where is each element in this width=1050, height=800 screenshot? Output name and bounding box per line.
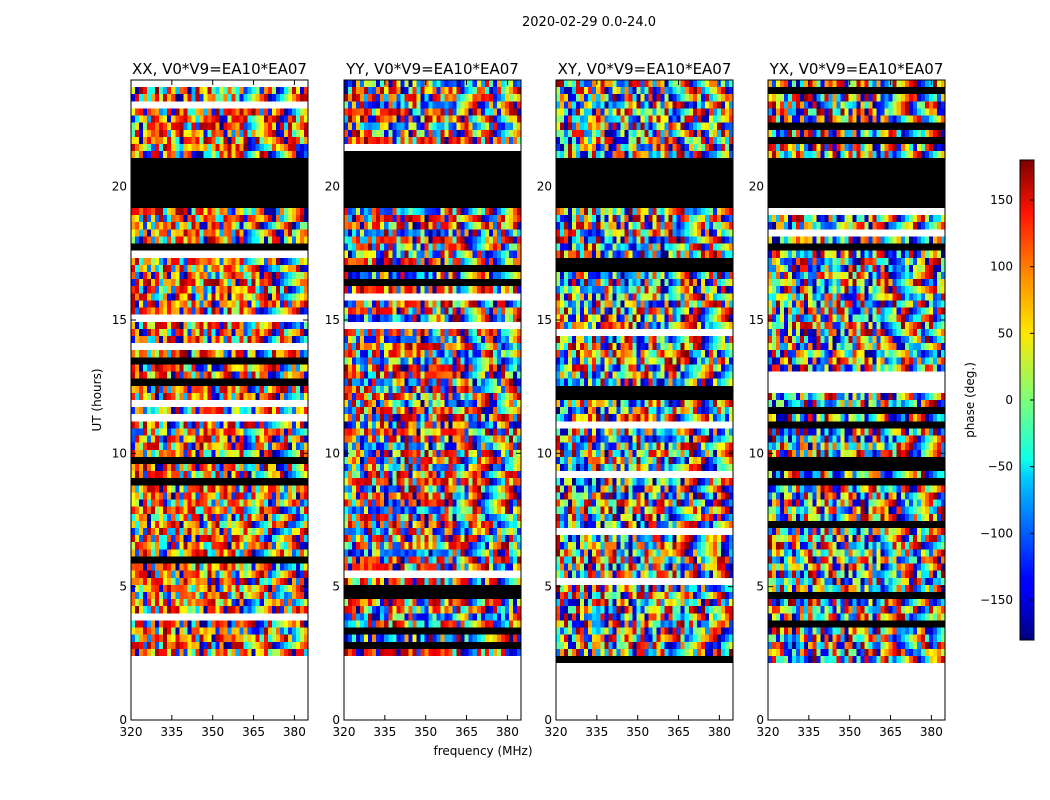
x-tick-label: 380 xyxy=(920,725,943,739)
y-tick-label: 5 xyxy=(756,580,764,594)
y-tick-label: 15 xyxy=(112,313,127,327)
panel-3: XY, V0*V9=EA10*EA07 320 335 350 365 380 0 5 10 15… xyxy=(537,60,734,739)
y-tick-label: 10 xyxy=(112,446,127,460)
panels: XX, V0*V9=EA10*EA07 320 335 350 365 380 0 5 10 15… xyxy=(112,60,946,739)
x-tick-label: 365 xyxy=(455,725,478,739)
y-tick-label: 0 xyxy=(119,713,127,727)
panel-1-heatmap xyxy=(131,80,308,720)
panel-1-title: XX, V0*V9=EA10*EA07 xyxy=(132,60,307,78)
y-tick-label: 10 xyxy=(749,446,764,460)
panel-2-frame xyxy=(343,79,522,721)
colorbar-tick-label: 50 xyxy=(998,326,1013,340)
y-tick-label: 10 xyxy=(537,446,552,460)
panel-4-frame xyxy=(767,79,946,721)
x-tick-label: 335 xyxy=(585,725,608,739)
x-tick-label: 350 xyxy=(201,725,224,739)
y-tick-label: 0 xyxy=(544,713,552,727)
x-tick-label: 320 xyxy=(120,725,143,739)
x-tick-label: 320 xyxy=(757,725,780,739)
panel-1: XX, V0*V9=EA10*EA07 320 335 350 365 380 0 5 10 15… xyxy=(112,60,309,739)
y-tick-label: 20 xyxy=(749,180,764,194)
panel-2-title: YY, V0*V9=EA10*EA07 xyxy=(345,60,519,78)
x-tick-label: 335 xyxy=(373,725,396,739)
y-tick-label: 20 xyxy=(325,180,340,194)
colorbar-tick-label: 0 xyxy=(1005,393,1013,407)
x-tick-label: 350 xyxy=(414,725,437,739)
colorbar-tick-label: 100 xyxy=(990,260,1013,274)
x-tick-label: 320 xyxy=(545,725,568,739)
x-axis-label: frequency (MHz) xyxy=(433,744,532,758)
x-tick-label: 380 xyxy=(496,725,519,739)
colorbar-label: phase (deg.) xyxy=(963,362,977,438)
x-tick-label: 335 xyxy=(160,725,183,739)
y-tick-label: 15 xyxy=(537,313,552,327)
y-tick-label: 15 xyxy=(749,313,764,327)
y-tick-label: 5 xyxy=(544,580,552,594)
colorbar-tick-label: −150 xyxy=(980,593,1013,607)
x-tick-label: 320 xyxy=(333,725,356,739)
figure-suptitle: 2020-02-29 0.0-24.0 xyxy=(522,15,656,30)
y-tick-label: 20 xyxy=(112,180,127,194)
panel-1-frame xyxy=(130,79,309,721)
panel-4: YX, V0*V9=EA10*EA07 320 335 350 365 380 0 5 10 15… xyxy=(749,60,946,739)
panel-2: YY, V0*V9=EA10*EA07 320 335 350 365 380 0 5 10 15… xyxy=(325,60,522,739)
colorbar-ticks: 150 100 50 0 −50 −100 −150 xyxy=(980,193,1034,607)
x-tick-label: 365 xyxy=(667,725,690,739)
y-tick-label: 5 xyxy=(119,580,127,594)
x-tick-label: 380 xyxy=(708,725,731,739)
panel-4-heatmap xyxy=(768,80,945,720)
x-tick-label: 365 xyxy=(879,725,902,739)
y-tick-label: 10 xyxy=(325,446,340,460)
y-tick-label: 5 xyxy=(332,580,340,594)
y-tick-label: 0 xyxy=(332,713,340,727)
y-tick-label: 0 xyxy=(756,713,764,727)
panel-3-heatmap xyxy=(556,80,733,720)
colorbar-tick-label: 150 xyxy=(990,193,1013,207)
panel-4-title: YX, V0*V9=EA10*EA07 xyxy=(769,60,944,78)
y-tick-label: 15 xyxy=(325,313,340,327)
x-tick-label: 380 xyxy=(283,725,306,739)
panel-3-title: XY, V0*V9=EA10*EA07 xyxy=(558,60,732,78)
colorbar-tick-label: −100 xyxy=(980,526,1013,540)
x-tick-label: 350 xyxy=(626,725,649,739)
x-tick-label: 350 xyxy=(838,725,861,739)
colorbar: 150 100 50 0 −50 −100 −150 phase (deg.) xyxy=(963,159,1035,641)
colorbar-tick-label: −50 xyxy=(988,460,1013,474)
x-tick-label: 365 xyxy=(242,725,265,739)
x-tick-label: 335 xyxy=(797,725,820,739)
y-tick-label: 20 xyxy=(537,180,552,194)
panel-2-heatmap xyxy=(344,80,521,720)
panel-3-frame xyxy=(555,79,734,721)
y-axis-label: UT (hours) xyxy=(90,368,104,431)
